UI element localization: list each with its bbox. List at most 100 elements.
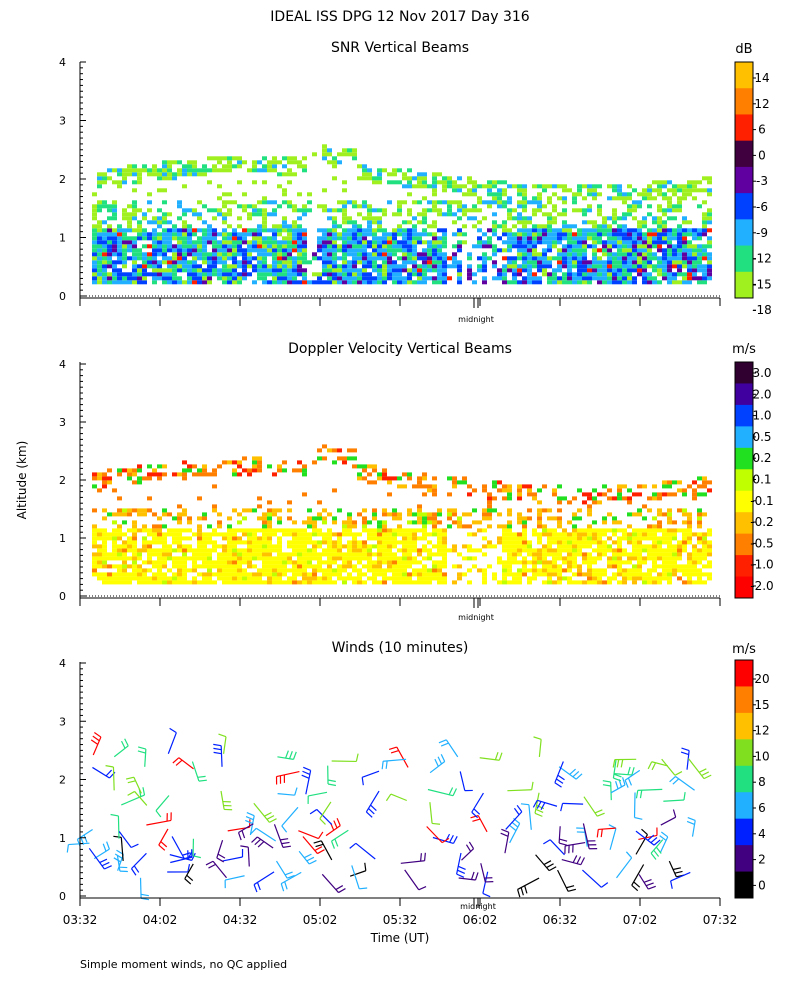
heatmap-cell [132, 524, 137, 528]
heatmap-cell [262, 536, 267, 540]
heatmap-cell [407, 280, 412, 284]
heatmap-cell [97, 244, 102, 248]
heatmap-cell [132, 576, 137, 580]
heatmap-cell [542, 556, 547, 560]
heatmap-cell [332, 160, 337, 164]
colorbar-label: -12 [752, 252, 772, 266]
heatmap-cell [332, 248, 337, 252]
wind-barb-staff [610, 828, 616, 849]
heatmap-cell [657, 192, 662, 196]
heatmap-cell [362, 544, 367, 548]
heatmap-cell [442, 564, 447, 568]
heatmap-cell [92, 264, 97, 268]
heatmap-cell [387, 232, 392, 236]
heatmap-cell [497, 480, 502, 484]
heatmap-cell [477, 200, 482, 204]
heatmap-cell [357, 276, 362, 280]
heatmap-cell [182, 568, 187, 572]
heatmap-cell [192, 164, 197, 168]
heatmap-cell [112, 520, 117, 524]
heatmap-cell [512, 576, 517, 580]
heatmap-cell [437, 212, 442, 216]
heatmap-cell [197, 280, 202, 284]
heatmap-cell [367, 532, 372, 536]
heatmap-cell [552, 552, 557, 556]
wind-barb-staff [299, 851, 309, 864]
heatmap-cell [692, 236, 697, 240]
wind-barb-flag [595, 810, 602, 813]
heatmap-cell [102, 528, 107, 532]
heatmap-cell [152, 276, 157, 280]
heatmap-cell [527, 272, 532, 276]
heatmap-cell [217, 212, 222, 216]
heatmap-cell [262, 180, 267, 184]
heatmap-cell [237, 236, 242, 240]
heatmap-cell [277, 540, 282, 544]
heatmap-cell [302, 252, 307, 256]
heatmap-cell [142, 572, 147, 576]
heatmap-cell [172, 280, 177, 284]
heatmap-cell [397, 572, 402, 576]
wind-barb-staff [159, 829, 168, 845]
heatmap-cell [372, 228, 377, 232]
heatmap-cell [422, 528, 427, 532]
heatmap-cell [662, 220, 667, 224]
heatmap-cell [107, 244, 112, 248]
heatmap-cell [697, 204, 702, 208]
heatmap-cell [212, 232, 217, 236]
heatmap-cell [597, 260, 602, 264]
heatmap-cell [702, 272, 707, 276]
heatmap-cell [187, 544, 192, 548]
heatmap-cell [527, 508, 532, 512]
colorbar-label: 0.1 [752, 473, 771, 487]
heatmap-cell [127, 168, 132, 172]
wind-barb-flag [258, 842, 264, 847]
heatmap-cell [617, 248, 622, 252]
heatmap-cell [217, 560, 222, 564]
heatmap-cell [537, 568, 542, 572]
heatmap-cell [617, 244, 622, 248]
heatmap-cell [387, 532, 392, 536]
heatmap-cell [612, 540, 617, 544]
wind-barb-flag [389, 747, 397, 749]
heatmap-cell [207, 224, 212, 228]
heatmap-cell [612, 244, 617, 248]
heatmap-cell [282, 244, 287, 248]
heatmap-cell [512, 264, 517, 268]
heatmap-cell [117, 576, 122, 580]
wind-barb-flag [302, 771, 309, 774]
heatmap-cell [407, 560, 412, 564]
heatmap-cell [542, 224, 547, 228]
heatmap-cell [662, 484, 667, 488]
y-tick-label: 2 [59, 474, 66, 487]
heatmap-cell [92, 248, 97, 252]
heatmap-cell [427, 232, 432, 236]
heatmap-cell [407, 244, 412, 248]
x-tick-label: 07:02 [623, 913, 658, 927]
heatmap-cell [177, 160, 182, 164]
wind-barb-staff [687, 751, 689, 770]
heatmap-cell [357, 248, 362, 252]
heatmap-cell [227, 232, 232, 236]
heatmap-cell [452, 580, 457, 584]
heatmap-cell [462, 224, 467, 228]
wind-barb-flag [621, 759, 623, 767]
heatmap-cell [327, 568, 332, 572]
heatmap-cell [117, 508, 122, 512]
heatmap-cell [437, 200, 442, 204]
heatmap-cell [167, 548, 172, 552]
heatmap-cell [122, 552, 127, 556]
heatmap-cell [237, 548, 242, 552]
heatmap-cell [147, 496, 152, 500]
heatmap-cell [547, 228, 552, 232]
heatmap-cell [132, 572, 137, 576]
colorbar-swatch [735, 272, 753, 299]
heatmap-cell [172, 560, 177, 564]
heatmap-cell [137, 512, 142, 516]
heatmap-cell [317, 564, 322, 568]
wind-barb-flag [483, 893, 490, 896]
heatmap-cell [182, 512, 187, 516]
heatmap-cell [222, 564, 227, 568]
heatmap-cell [632, 512, 637, 516]
heatmap-cell [507, 484, 512, 488]
